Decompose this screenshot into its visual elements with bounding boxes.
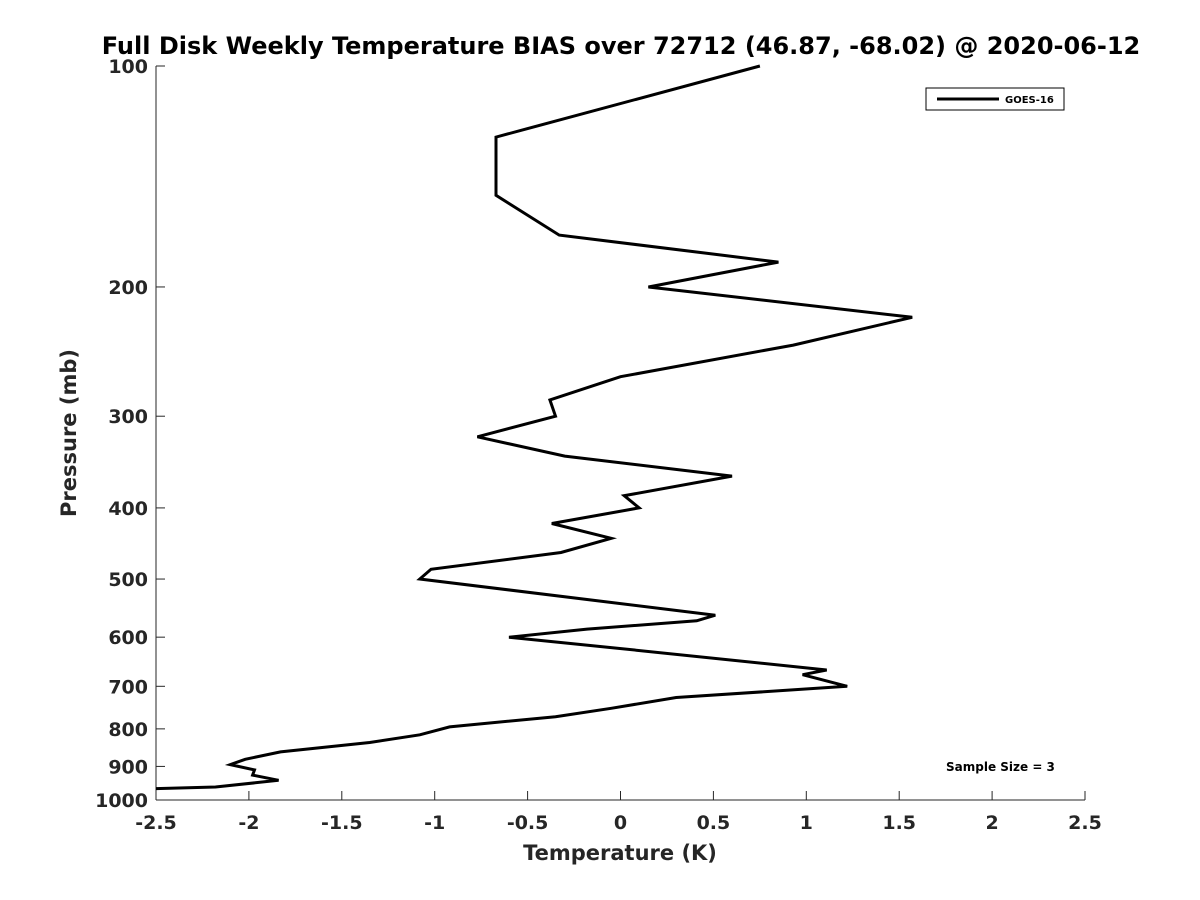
y-tick-label: 100 [108, 56, 148, 78]
x-tick-label: 0.5 [697, 812, 731, 834]
x-tick-label: -1.5 [321, 812, 363, 834]
x-tick-label: 2 [985, 812, 998, 834]
y-tick-label: 900 [108, 756, 148, 778]
x-axis-label: Temperature (K) [523, 841, 717, 865]
x-tick-label: -2 [238, 812, 259, 834]
y-tick-label: 300 [108, 406, 148, 428]
legend-label-goes-16: GOES-16 [1005, 95, 1054, 106]
plot-area [155, 64, 913, 791]
y-tick-label: 600 [108, 627, 148, 649]
x-tick-label: 0 [614, 812, 627, 834]
x-tick-label: 1 [800, 812, 813, 834]
y-tick-label: 400 [108, 498, 148, 520]
x-tick-label: -1 [424, 812, 445, 834]
sample-size-annotation: Sample Size = 3 [946, 760, 1055, 774]
x-tick-label: 2.5 [1068, 812, 1102, 834]
y-tick-label: 500 [108, 569, 148, 591]
axes [155, 66, 1085, 801]
y-tick-label: 700 [108, 676, 148, 698]
legend: GOES-16 [925, 87, 1065, 111]
y-tick-label: 200 [108, 277, 148, 299]
x-tick-label: -0.5 [507, 812, 549, 834]
x-tick-label: 1.5 [882, 812, 916, 834]
y-tick-label: 800 [108, 719, 148, 741]
series-line-goes-16 [155, 64, 913, 791]
y-tick-label: 1000 [95, 790, 148, 812]
x-tick-label: -2.5 [135, 812, 177, 834]
x-axis-ticks: -2.5 -2 -1.5 -1 -0.5 0 0.5 1 1.5 2 2.5 [135, 791, 1102, 834]
y-axis-label: Pressure (mb) [57, 349, 81, 517]
chart-title: Full Disk Weekly Temperature BIAS over 7… [102, 32, 1141, 60]
y-axis-ticks: 100 200 300 400 500 600 700 800 900 1000 [95, 56, 165, 812]
